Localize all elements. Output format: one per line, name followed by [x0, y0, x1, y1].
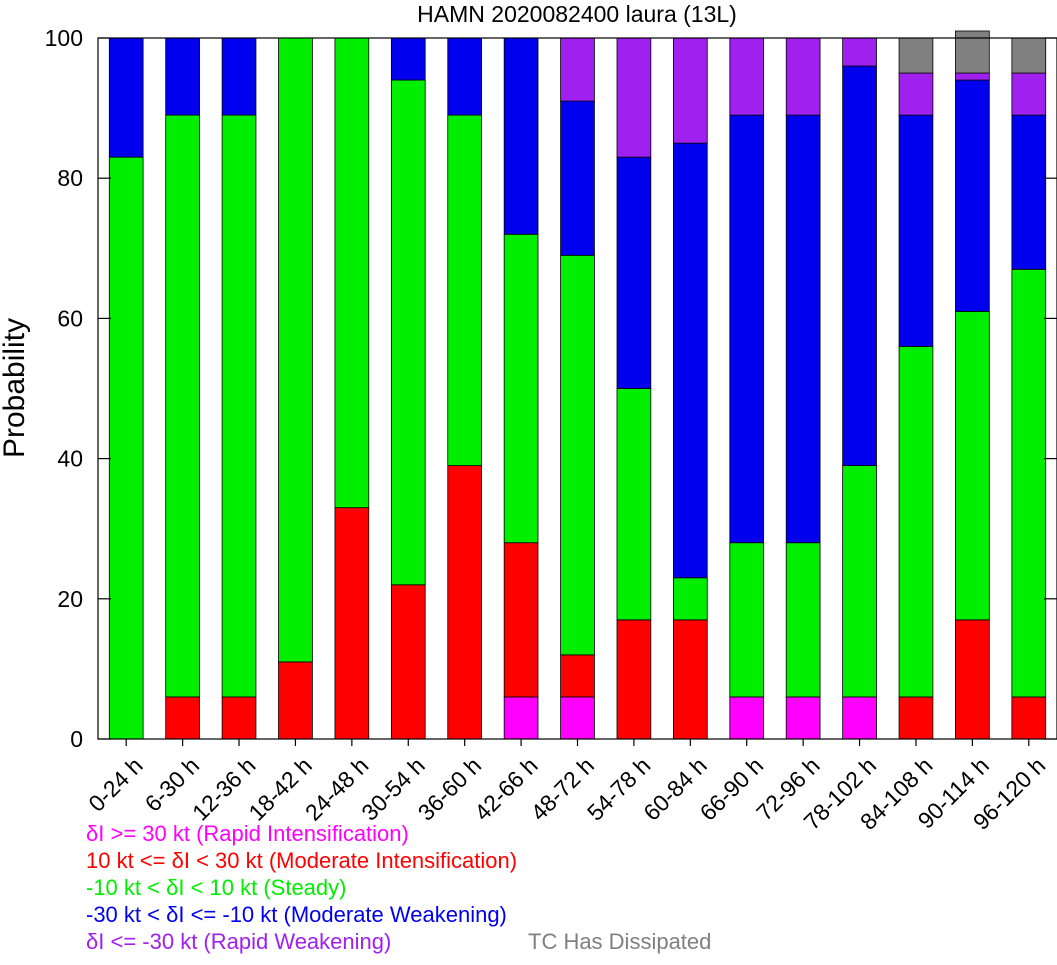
bar-segment	[673, 37, 708, 144]
bar-segment	[729, 37, 765, 116]
bar-segment	[1011, 114, 1047, 270]
bar-segment	[616, 619, 652, 740]
bar-segment	[1011, 37, 1047, 74]
bar-segment	[278, 37, 313, 663]
x-tick-label: 0-24 h	[83, 752, 148, 817]
bar-segment	[785, 114, 821, 544]
bar-segment	[503, 696, 539, 740]
legend: δI >= 30 kt (Rapid Intensification) 10 k…	[86, 820, 517, 955]
bar-segment	[955, 72, 990, 81]
bar-segment	[221, 114, 257, 698]
bar-segment	[221, 696, 257, 740]
bar-segment	[955, 310, 990, 621]
bar-segment	[447, 37, 482, 116]
bar-segment	[842, 65, 877, 467]
bar-segment	[560, 37, 595, 102]
bar-segment	[955, 30, 990, 74]
bar-segment	[108, 156, 144, 740]
bars-group	[108, 30, 1047, 740]
bar-segment	[278, 661, 313, 740]
bar-segment	[503, 37, 539, 235]
bar-segment	[673, 142, 708, 579]
legend-item-dissipated: TC Has Dissipated	[528, 929, 712, 954]
bar-segment	[560, 254, 595, 656]
bar-segment	[898, 37, 934, 74]
legend-item-moderate-weakening: -30 kt < δI <= -10 kt (Moderate Weakenin…	[86, 902, 507, 927]
y-tick-label: 60	[57, 305, 83, 331]
bar-segment	[729, 114, 765, 544]
bar-segment	[729, 542, 765, 698]
bar-segment	[898, 346, 934, 698]
bar-segment	[560, 696, 595, 740]
bar-segment	[503, 542, 539, 698]
bar-segment	[898, 72, 934, 116]
y-axis-label: Probability	[0, 318, 31, 458]
bar-segment	[842, 37, 877, 67]
bar-segment	[785, 696, 821, 740]
bar-segment	[447, 114, 482, 467]
bar-segment	[503, 233, 539, 544]
bar-segment	[785, 542, 821, 698]
y-tick-label: 100	[45, 25, 83, 51]
bar-segment	[616, 37, 652, 158]
bar-segment	[616, 156, 652, 389]
bar-segment	[1011, 72, 1047, 116]
bar-segment	[842, 696, 877, 740]
bar-segment	[785, 37, 821, 116]
bar-segment	[108, 37, 144, 158]
bar-segment	[898, 696, 934, 740]
bar-segment	[560, 100, 595, 256]
bar-segment	[165, 114, 200, 698]
bar-segment	[390, 584, 426, 740]
bar-segment	[447, 465, 482, 740]
bar-segment	[1011, 696, 1047, 740]
legend-item-steady: -10 kt < δI < 10 kt (Steady)	[86, 875, 347, 900]
bar-segment	[165, 696, 200, 740]
y-tick-label: 80	[57, 165, 83, 191]
bar-segment	[1011, 268, 1047, 698]
bar-segment	[842, 465, 877, 698]
bar-segment	[955, 79, 990, 312]
bar-segment	[390, 79, 426, 586]
legend-item-moderate-intensification: 10 kt <= δI < 30 kt (Moderate Intensific…	[86, 848, 518, 873]
bar-segment	[729, 696, 765, 740]
bar-segment	[165, 37, 200, 116]
y-tick-label: 0	[70, 726, 83, 752]
bar-segment	[334, 37, 370, 509]
bar-segment	[390, 37, 426, 81]
legend-item-rapid-intensification: δI >= 30 kt (Rapid Intensification)	[86, 821, 409, 846]
bar-segment	[560, 654, 595, 698]
y-tick-label: 20	[57, 586, 83, 612]
legend-item-rapid-weakening: δI <= -30 kt (Rapid Weakening)	[86, 929, 392, 954]
chart-title: HAMN 2020082400 laura (13L)	[417, 1, 737, 27]
bar-segment	[221, 37, 257, 116]
bar-segment	[616, 388, 652, 621]
bar-segment	[673, 577, 708, 621]
bar-segment	[898, 114, 934, 347]
bar-segment	[673, 619, 708, 740]
y-tick-label: 40	[57, 446, 83, 472]
bar-segment	[334, 507, 370, 740]
bar-segment	[955, 619, 990, 740]
